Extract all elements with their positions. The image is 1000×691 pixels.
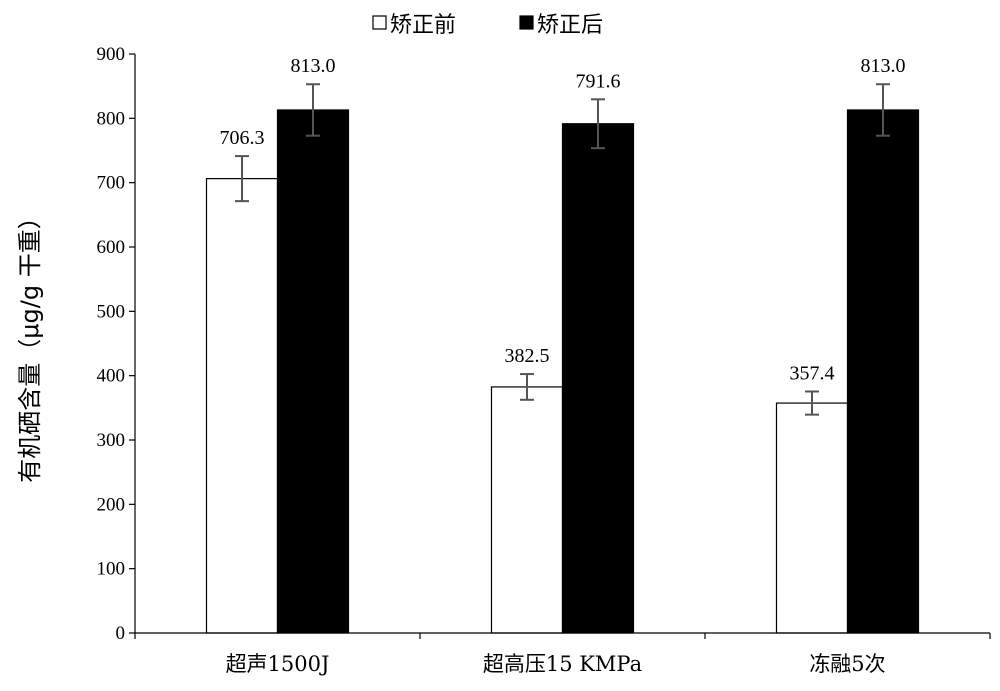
x-axis: 超声1500J 超高压15 KMPa 冻融5次: [134, 633, 991, 676]
data-label: 382.5: [505, 345, 550, 367]
y-tick-label: 800: [97, 108, 126, 129]
data-label: 813.0: [291, 55, 336, 77]
y-tick-label: 0: [116, 623, 126, 644]
data-label: 791.6: [576, 70, 621, 92]
y-axis-label: 有机硒含量（μg/g 干重）: [16, 205, 44, 482]
legend-label: 矫正后: [537, 13, 603, 38]
y-tick-label: 900: [97, 44, 126, 65]
bars: 706.3 813.0 382.5 791.6 357.4 813.0: [205, 55, 920, 634]
y-tick-label: 300: [97, 430, 126, 451]
bar-after: [561, 123, 635, 634]
x-tick-label: 超声1500J: [226, 652, 330, 676]
y-tick-label: 100: [97, 559, 126, 580]
y-tick-label: 400: [97, 366, 126, 387]
data-label: 813.0: [861, 55, 906, 77]
legend-label: 矫正前: [390, 13, 456, 38]
legend: 矫正前 矫正后: [372, 13, 603, 38]
bar-before: [205, 178, 279, 634]
data-label: 706.3: [220, 127, 265, 149]
y-tick-label: 700: [97, 173, 126, 194]
x-tick-label: 冻融5次: [809, 652, 885, 676]
y-tick-label: 600: [97, 237, 126, 258]
bar-before: [490, 386, 564, 634]
legend-swatch: [372, 15, 387, 30]
bar-after: [276, 109, 350, 634]
data-label: 357.4: [790, 362, 835, 384]
y-tick-label: 200: [97, 494, 126, 515]
y-axis: 0 100 200 300 400 500 600 700 800 900: [97, 44, 135, 644]
axes: [134, 54, 990, 634]
bar-before: [775, 402, 849, 634]
x-tick-label: 超高压15 KMPa: [483, 652, 642, 676]
y-tick-label: 500: [97, 301, 126, 322]
legend-swatch: [519, 15, 534, 30]
bar-after: [846, 109, 920, 634]
